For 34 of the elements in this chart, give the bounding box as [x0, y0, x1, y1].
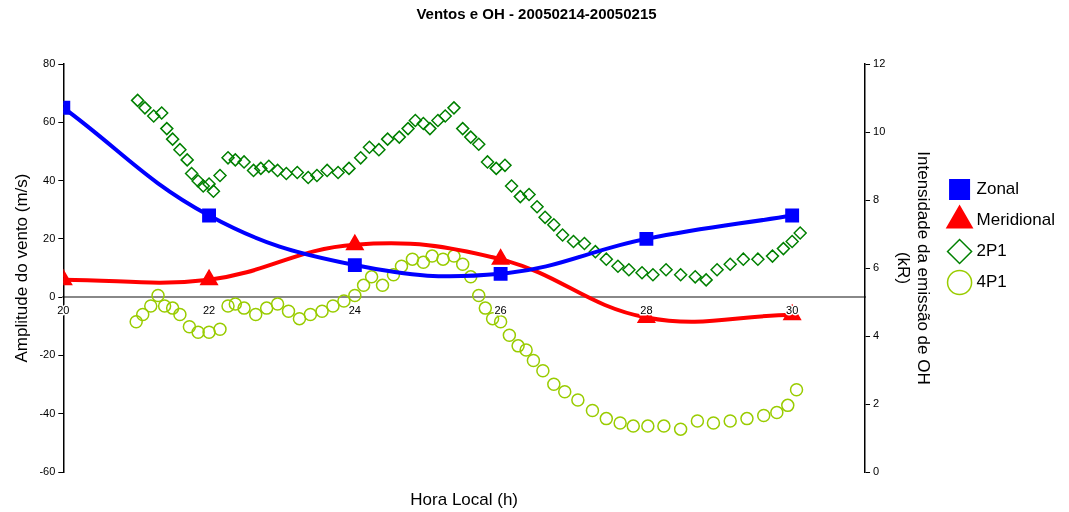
- legend-label: 2P1: [976, 241, 1007, 261]
- y-tick-label: -40: [39, 406, 56, 419]
- x-tick-label: 24: [348, 303, 361, 316]
- x-tick-label: 26: [494, 303, 507, 316]
- y2-tick-label: 12: [873, 57, 886, 70]
- y2-tick-label: 6: [873, 261, 880, 274]
- legend-label: Meridional: [976, 210, 1056, 230]
- legend-label: Zonal: [976, 179, 1020, 199]
- y2-tick-label: 8: [873, 193, 880, 206]
- point: [492, 250, 509, 265]
- y-tick-label: 40: [43, 173, 56, 186]
- x-axis-title: Hora Local (h): [410, 489, 519, 509]
- y-tick-label: -60: [39, 465, 56, 478]
- y2-tick-label: 2: [873, 397, 880, 410]
- y-tick-label: 0: [49, 290, 56, 303]
- point: [347, 258, 362, 273]
- point: [639, 231, 654, 246]
- y-tick-label: 80: [43, 57, 56, 70]
- y-tick-label: 60: [43, 115, 56, 128]
- point: [493, 266, 508, 281]
- y-tick-label: -20: [39, 348, 56, 361]
- x-tick-label: 22: [202, 303, 216, 316]
- y-axis-title: Amplitude do vento (m/s): [11, 173, 31, 363]
- y2-tick-label: 0: [873, 465, 880, 478]
- point: [202, 208, 217, 223]
- legend-label: 4P1: [976, 272, 1007, 292]
- point: [785, 208, 800, 223]
- y2-axis-title: Intensidade da emissão de OH (kR): [893, 151, 934, 385]
- y2-tick-label: 4: [873, 329, 880, 342]
- chart-title: Ventos e OH - 20050214-20050215: [416, 5, 657, 23]
- point: [345, 233, 365, 251]
- y2-tick-label: 10: [873, 125, 886, 138]
- y-tick-label: 20: [43, 231, 56, 244]
- point: [199, 268, 219, 286]
